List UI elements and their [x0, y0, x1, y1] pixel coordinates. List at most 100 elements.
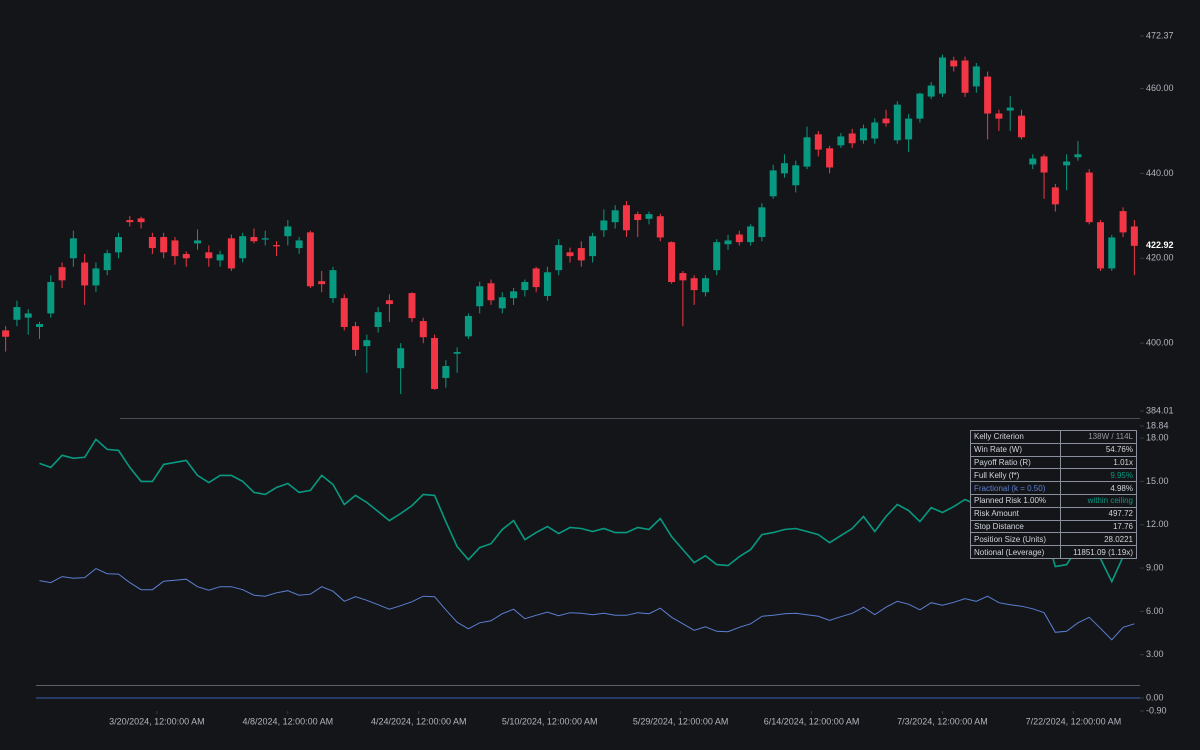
- candle-body: [250, 237, 258, 242]
- candle-body: [555, 245, 563, 271]
- candle-body: [374, 312, 382, 328]
- table-row: Payoff Ratio (R) 1.01x: [970, 455, 1138, 470]
- candle-body: [927, 85, 935, 97]
- candle-body: [679, 273, 687, 281]
- cell: 4.98%: [1059, 481, 1138, 495]
- candle-body: [995, 113, 1003, 119]
- candle-body: [1096, 222, 1104, 269]
- cell: 54.76%: [1059, 442, 1138, 457]
- y-tick-label: 420.00: [1146, 253, 1174, 263]
- y-tick-label: 9.00: [1146, 562, 1164, 572]
- candle-body: [464, 315, 472, 337]
- candle-body: [239, 236, 247, 259]
- candle-body: [137, 218, 145, 223]
- candle-body: [1130, 226, 1138, 246]
- candle-body: [1040, 156, 1048, 173]
- table-row: Win Rate (W) 54.76%: [970, 442, 1138, 457]
- candle-body: [532, 268, 540, 288]
- table-row: Risk Amount 497.72: [970, 506, 1138, 521]
- candle-body: [340, 298, 348, 328]
- candle-body: [318, 281, 326, 285]
- candle-body: [622, 205, 630, 231]
- candle-body: [600, 220, 608, 231]
- candle-body: [13, 307, 21, 320]
- table-row: Kelly Criterion 138W / 114L: [970, 430, 1138, 444]
- candle-body: [1085, 172, 1093, 223]
- candle-body: [408, 293, 416, 319]
- candle-body: [442, 366, 450, 378]
- candle-body: [916, 93, 924, 119]
- candle-body: [803, 137, 811, 167]
- candle-body: [735, 234, 743, 243]
- candle-body: [1063, 161, 1071, 166]
- candle-body: [871, 122, 879, 139]
- candle-body: [284, 226, 292, 237]
- cell: 28.0221: [1059, 532, 1138, 547]
- candle-body: [453, 352, 461, 354]
- y-tick-label: 0.00: [1146, 692, 1164, 702]
- candle-body: [656, 216, 664, 238]
- candle-body: [126, 220, 134, 223]
- x-tick-label: 7/22/2024, 12:00:00 AM: [1026, 716, 1122, 726]
- candle-body: [148, 237, 156, 249]
- candle-body: [261, 238, 269, 240]
- cell: Win Rate (W): [970, 442, 1061, 457]
- candle-body: [747, 226, 755, 243]
- cell: 497.72: [1059, 506, 1138, 521]
- table-row: Notional (Leverage) 11851.09 (1.19x): [970, 545, 1138, 559]
- y-tick-label: -0.90: [1146, 705, 1167, 715]
- candle-body: [419, 321, 427, 338]
- cell: 1.01x: [1059, 455, 1138, 470]
- candle-body: [295, 240, 303, 249]
- cell: Full Kelly (f*): [970, 468, 1061, 483]
- y-tick-label: 18.84: [1146, 420, 1169, 430]
- cell: within ceiling: [1059, 493, 1138, 508]
- candle-body: [182, 254, 190, 259]
- candle-body: [363, 340, 371, 347]
- candle-body: [431, 338, 439, 389]
- candle-body: [58, 267, 66, 281]
- x-tick-label: 6/14/2024, 12:00:00 AM: [764, 716, 860, 726]
- candle-body: [780, 163, 788, 174]
- cell: Stop Distance: [970, 519, 1061, 534]
- candle-body: [984, 76, 992, 114]
- candle-body: [1006, 107, 1014, 111]
- cell: 11851.09 (1.19x): [1059, 545, 1138, 559]
- cell: Payoff Ratio (R): [970, 455, 1061, 470]
- candle-body: [521, 282, 529, 291]
- candle-body: [566, 252, 574, 257]
- candle-body: [160, 237, 168, 253]
- y-tick-label: 400.00: [1146, 338, 1174, 348]
- candle-body: [690, 278, 698, 291]
- candle-body: [611, 210, 619, 223]
- cell: Fractional (k = 0.50): [970, 481, 1061, 495]
- candle-body: [397, 348, 405, 369]
- candle-body: [194, 240, 202, 244]
- candle-body: [171, 240, 179, 257]
- candle-body: [543, 272, 551, 297]
- candle-body: [1108, 237, 1116, 269]
- candle-body: [352, 326, 360, 350]
- cell: Kelly Criterion: [970, 430, 1061, 444]
- candle-body: [792, 165, 800, 186]
- candle-body: [882, 118, 890, 124]
- table-row: Stop Distance 17.76: [970, 519, 1138, 534]
- y-tick-label: 440.00: [1146, 168, 1174, 178]
- candle-body: [1119, 211, 1127, 233]
- y-tick-label: 6.00: [1146, 606, 1164, 616]
- y-tick-label: 460.00: [1146, 83, 1174, 93]
- candle-body: [487, 283, 495, 301]
- table-row: Full Kelly (f*) 9.95%: [970, 468, 1138, 483]
- cell: Planned Risk 1.00%: [970, 493, 1061, 508]
- candle-body: [905, 118, 913, 140]
- x-tick-label: 7/3/2024, 12:00:00 AM: [897, 716, 988, 726]
- x-tick-label: 4/24/2024, 12:00:00 AM: [371, 716, 467, 726]
- cell: 138W / 114L: [1059, 430, 1138, 444]
- table-row: Fractional (k = 0.50) 4.98%: [970, 481, 1138, 495]
- candle-body: [216, 254, 224, 261]
- y-tick-label: 384.01: [1146, 405, 1174, 415]
- candle-body: [81, 262, 89, 286]
- candle-body: [205, 252, 213, 259]
- candle-body: [758, 207, 766, 238]
- candle-body: [1017, 115, 1025, 138]
